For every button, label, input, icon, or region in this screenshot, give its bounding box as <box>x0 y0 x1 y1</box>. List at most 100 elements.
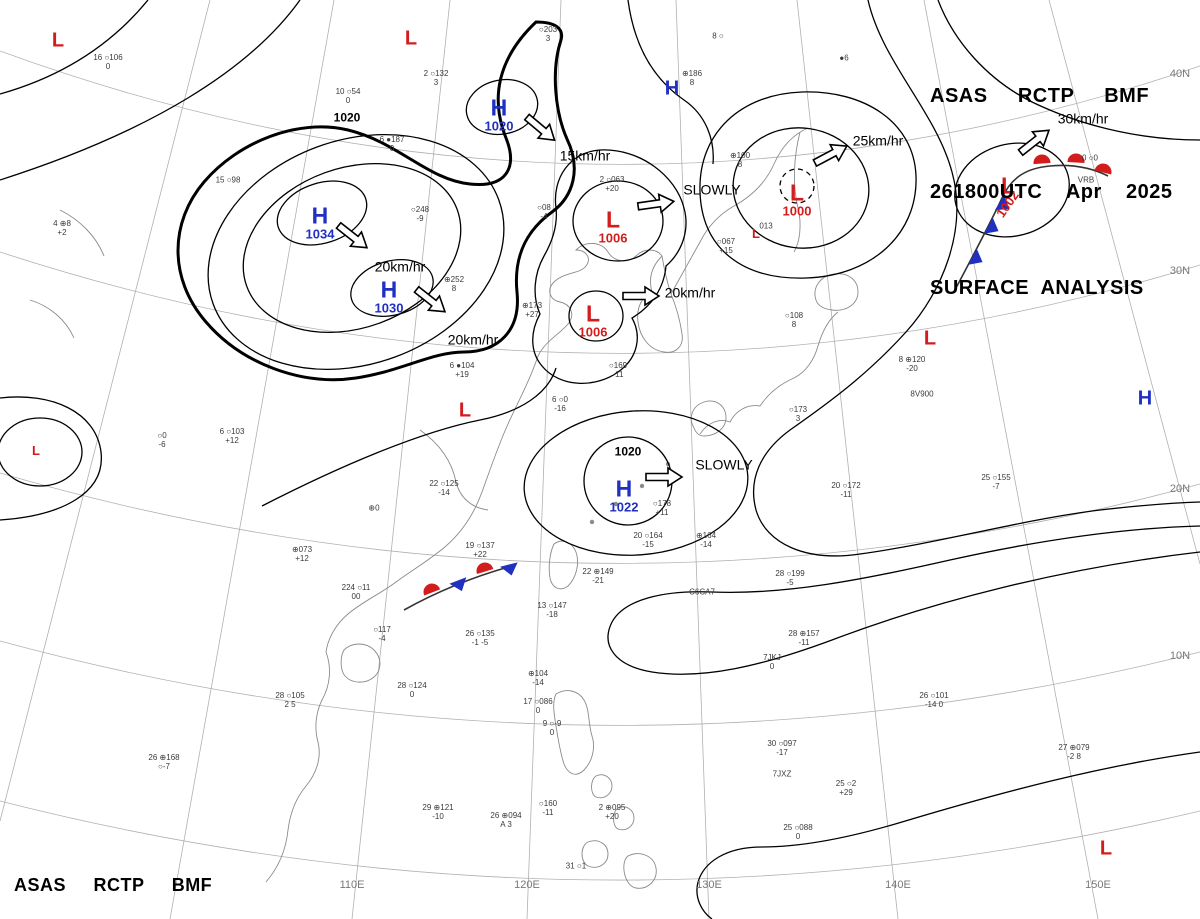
station-plot: 26 ⊕168 ○-7 <box>148 752 180 771</box>
station-plot: 26 ⊕094 A 3 <box>490 810 522 829</box>
station-plot: 7JXZ <box>772 769 792 779</box>
isobar-left-low-outer <box>0 396 102 521</box>
coastline-honshu <box>699 311 839 435</box>
pressure-center-h-1022: H 1022 <box>609 475 639 515</box>
station-plot: 8 ○ <box>712 31 724 41</box>
station-plot: 17 ○086 0 <box>523 696 553 715</box>
station-plot: ⊕100 8 <box>729 150 751 169</box>
station-plot: 26 ○135 -1 -5 <box>465 628 495 647</box>
pressure-center-l-1002: L 1002 <box>993 172 1022 221</box>
pressure-center-h-1034: H 1034 <box>305 202 335 242</box>
station-plot: 2 ○063 +20 <box>599 174 625 193</box>
latitude-label: 30N <box>1169 265 1191 278</box>
meridian-120e <box>526 0 562 919</box>
station-plot: ⊕164 -14 <box>695 530 717 549</box>
movement-label: 20km/hr <box>447 331 499 348</box>
station-plot: 6 ●104 +19 <box>449 360 475 379</box>
low-marker: L <box>404 27 418 50</box>
station-plot: 29 ⊕121 -10 <box>422 802 454 821</box>
isobar-h1020-top <box>465 78 539 136</box>
river-line <box>419 429 489 511</box>
ryukyu-island <box>589 519 595 525</box>
coastline-philippine-island <box>581 840 609 868</box>
isobar-bottom-right-ridge <box>607 525 1200 675</box>
station-plot: 25 ○088 0 <box>783 822 813 841</box>
station-plot: ○117 -4 <box>373 624 391 643</box>
parallel-40n <box>0 50 1200 165</box>
title-block-top-right: ASAS RCTP BMF 261800UTC Apr 2025 SURFACE… <box>930 16 1173 368</box>
station-plot: 28 ⊕157 -11 <box>788 628 820 647</box>
coastline-luzon <box>553 690 595 775</box>
title-block-bottom-left: ASAS RCTP BMF 261800UTC Apr 2025 SURFACE… <box>14 820 233 919</box>
cold-front-symbol <box>984 217 999 234</box>
station-plot: 26 ○101 -14 0 <box>919 690 949 709</box>
isobar-l1006-south <box>568 290 624 342</box>
low-marker: L <box>752 226 760 242</box>
station-plot: 224 ○11 00 <box>341 582 371 601</box>
coastline-mindanao <box>623 853 657 889</box>
low-marker: L <box>51 29 65 52</box>
station-plot: ○248 -9 <box>410 204 430 223</box>
latitude-label: 20N <box>1169 483 1191 496</box>
isobar-value-label: 1020 <box>331 110 363 125</box>
low-marker: L <box>1099 837 1113 860</box>
station-plot: 2 ○132 3 <box>423 68 449 87</box>
pressure-center-h-1030: H 1030 <box>374 276 404 316</box>
station-plot: ○178 +11 <box>652 498 672 517</box>
isobar-bottom-right-lower <box>696 751 1200 919</box>
pressure-center-l-1006: L 1006 <box>598 206 628 246</box>
coastline-primorye <box>670 127 809 295</box>
station-plot: 19 ○137 +22 <box>465 540 495 559</box>
station-plot: 28 ○105 2 5 <box>275 690 305 709</box>
isobar-left-low-inner <box>0 417 83 487</box>
cold-front-symbol <box>500 562 518 576</box>
station-plot: ○067 +15 <box>716 236 736 255</box>
station-plot: ⊕252 8 <box>443 274 465 293</box>
station-plot: 20 ○172 -11 <box>831 480 861 499</box>
station-plot: ●6 <box>839 53 849 63</box>
station-plot: ○173 3 <box>788 404 808 423</box>
station-plot: ○160 -11 <box>538 798 558 817</box>
parallel-0n <box>0 800 1200 881</box>
station-plot: 13 ○147 -18 <box>537 600 567 619</box>
longitude-label: 150E <box>1085 879 1111 892</box>
station-plot: 25 ○155 -7 <box>981 472 1011 491</box>
station-plot: 30 ○097 -17 <box>767 738 797 757</box>
warm-front-symbol <box>1033 154 1051 165</box>
isobar-long-trough <box>752 0 1200 557</box>
isobar-southwest-diagonal <box>261 367 557 507</box>
station-plot: 6 ●187 0 <box>379 134 405 153</box>
coastline-vietnam <box>265 651 330 883</box>
isobar-top-right <box>937 0 1200 141</box>
isobar-l1000-inner <box>732 127 870 249</box>
station-plot: 27 ⊕079 -2 8 <box>1058 742 1090 761</box>
meridian-110e <box>351 0 451 919</box>
front-northeast-l1002 <box>955 164 1109 289</box>
movement-label: 20km/hr <box>374 258 426 275</box>
isobar-low-pair-outer <box>532 149 687 384</box>
movement-label: SLOWLY <box>695 456 753 473</box>
latitude-label: 40N <box>1169 68 1191 81</box>
isobar-l1002 <box>954 142 1070 238</box>
cold-front-symbol <box>968 248 983 265</box>
coastline-south-china <box>325 355 539 653</box>
longitude-label: 110E <box>339 879 365 892</box>
isobar-l1006-north <box>572 180 664 262</box>
pressure-center-l-1006: L 1006 <box>578 300 608 340</box>
station-plot: 31 ○1 <box>565 861 587 871</box>
isobar-corner-arc <box>0 0 301 181</box>
station-plot: 6 ○0 -16 <box>552 394 568 413</box>
isobar-top-center <box>627 0 714 165</box>
parallel-30n <box>0 251 1200 354</box>
latitude-label: 10N <box>1169 650 1191 663</box>
meridian-160e <box>1048 0 1200 565</box>
station-plot: 25 ○2 +29 <box>835 778 857 797</box>
movement-label: 15km/hr <box>559 147 611 164</box>
isobar-value-label: 1020 <box>612 444 644 459</box>
station-plot: C6CA7 <box>689 587 715 597</box>
parallel-20n <box>0 472 1200 564</box>
low-marker: L <box>32 443 40 459</box>
